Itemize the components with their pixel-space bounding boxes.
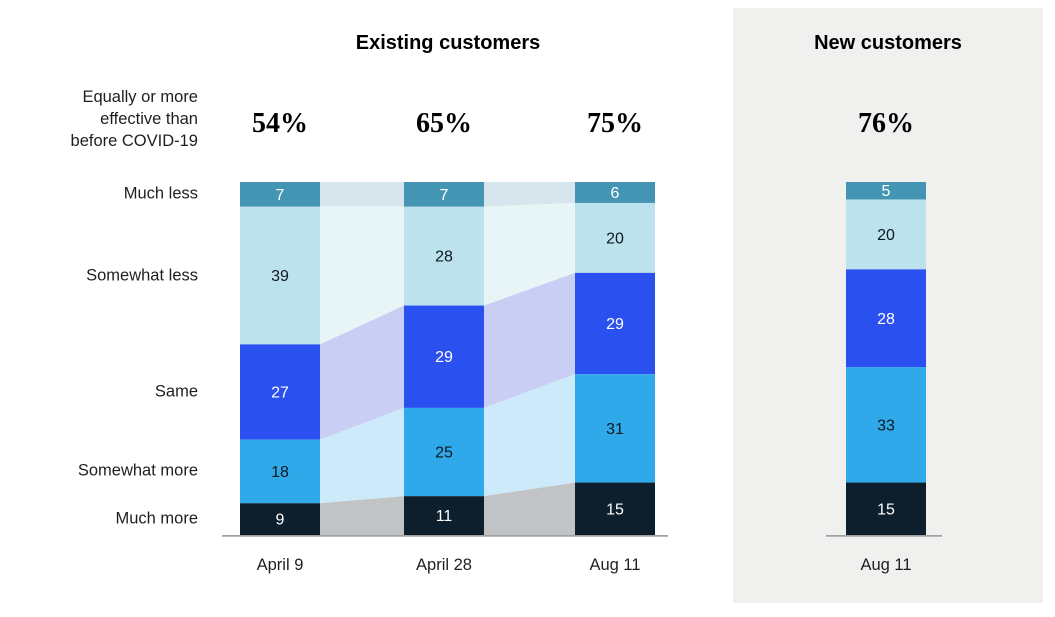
bar-segment-existing-april-28-same [404,305,484,408]
bar-segment-new-aug-11-somewhat-less [846,199,926,270]
summary-row-label: Equally or more effective than before CO… [70,88,198,150]
segment-value-existing-april-9-much-more: 9 [276,512,285,529]
connector-band-much-more [484,482,575,535]
segment-value-existing-april-28-somewhat-more: 25 [435,445,453,462]
x-axis-label-existing-april-9: April 9 [257,556,304,574]
row-label-somewhat-more: Somewhat more [77,461,198,480]
segment-value-existing-april-9-somewhat-more: 18 [271,464,289,481]
segment-value-existing-april-28-much-less: 7 [440,187,449,204]
bar-segment-new-aug-11-much-less [846,182,926,200]
connector-band-much-less [484,182,575,207]
bar-segment-existing-april-9-much-more [240,503,320,535]
bar-segment-existing-april-9-same [240,344,320,440]
segment-value-existing-april-9-same: 27 [271,385,289,402]
connector-band-same [320,305,404,440]
connector-band-somewhat-less [484,202,575,306]
bar-segment-new-aug-11-same [846,269,926,368]
bar-segment-existing-april-28-somewhat-more [404,407,484,497]
segment-value-existing-aug-11-same: 29 [606,316,624,333]
row-label-same: Same [154,382,198,401]
bar-segment-existing-april-9-somewhat-less [240,206,320,345]
segment-value-new-aug-11-somewhat-more: 33 [877,417,895,434]
segment-value-existing-aug-11-much-more: 15 [606,501,624,518]
connector-band-somewhat-less [320,206,404,345]
bar-segment-existing-april-28-much-more [404,496,484,535]
connector-band-much-more [320,496,404,535]
bar-segment-existing-aug-11-somewhat-more [575,374,655,483]
bar-segment-existing-april-28-much-less [404,182,484,207]
connector-band-somewhat-more [484,374,575,497]
segment-value-new-aug-11-somewhat-less: 20 [877,227,895,244]
bar-segment-existing-aug-11-much-less [575,182,655,203]
segment-value-existing-aug-11-somewhat-less: 20 [606,230,624,247]
bar-segment-existing-april-9-somewhat-more [240,439,320,504]
connector-band-same [484,272,575,408]
summary-percent-existing-april-9: 54% [252,108,308,139]
segment-value-existing-april-28-same: 29 [435,349,453,366]
segment-value-new-aug-11-much-less: 5 [882,183,891,200]
summary-percent-existing-april-28: 65% [416,108,472,139]
bar-segment-new-aug-11-somewhat-more [846,367,926,483]
x-axis-label-existing-aug-11: Aug 11 [589,556,640,574]
row-label-much-more: Much more [115,509,198,528]
summary-percent-new-aug-11: 76% [858,108,914,139]
bar-segment-existing-aug-11-somewhat-less [575,202,655,273]
bar-segment-existing-april-28-somewhat-less [404,206,484,306]
connector-band-somewhat-more [320,407,404,504]
segment-value-new-aug-11-same: 28 [877,311,895,328]
segment-value-existing-april-9-somewhat-less: 39 [271,268,289,285]
x-axis-label-new-aug-11: Aug 11 [860,556,911,574]
existing-customers-title: Existing customers [355,32,541,54]
segment-value-existing-april-9-much-less: 7 [276,187,285,204]
bar-segment-existing-aug-11-same [575,272,655,375]
connector-band-much-less [320,182,404,207]
row-label-much-less: Much less [123,184,198,203]
bar-segment-existing-april-9-much-less [240,182,320,207]
bar-segment-existing-aug-11-much-more [575,482,655,535]
segment-value-existing-april-28-much-more: 11 [436,508,453,525]
segment-value-new-aug-11-much-more: 15 [877,501,895,518]
segment-value-existing-april-28-somewhat-less: 28 [435,249,453,266]
segment-value-existing-aug-11-much-less: 6 [611,185,620,202]
summary-percent-existing-aug-11: 75% [587,108,643,139]
row-label-somewhat-less: Somewhat less [86,266,198,285]
bar-segment-new-aug-11-much-more [846,482,926,535]
x-axis-label-existing-april-28: April 28 [416,556,472,574]
new-customers-title: New customers [814,32,962,54]
segment-value-existing-aug-11-somewhat-more: 31 [606,421,624,438]
